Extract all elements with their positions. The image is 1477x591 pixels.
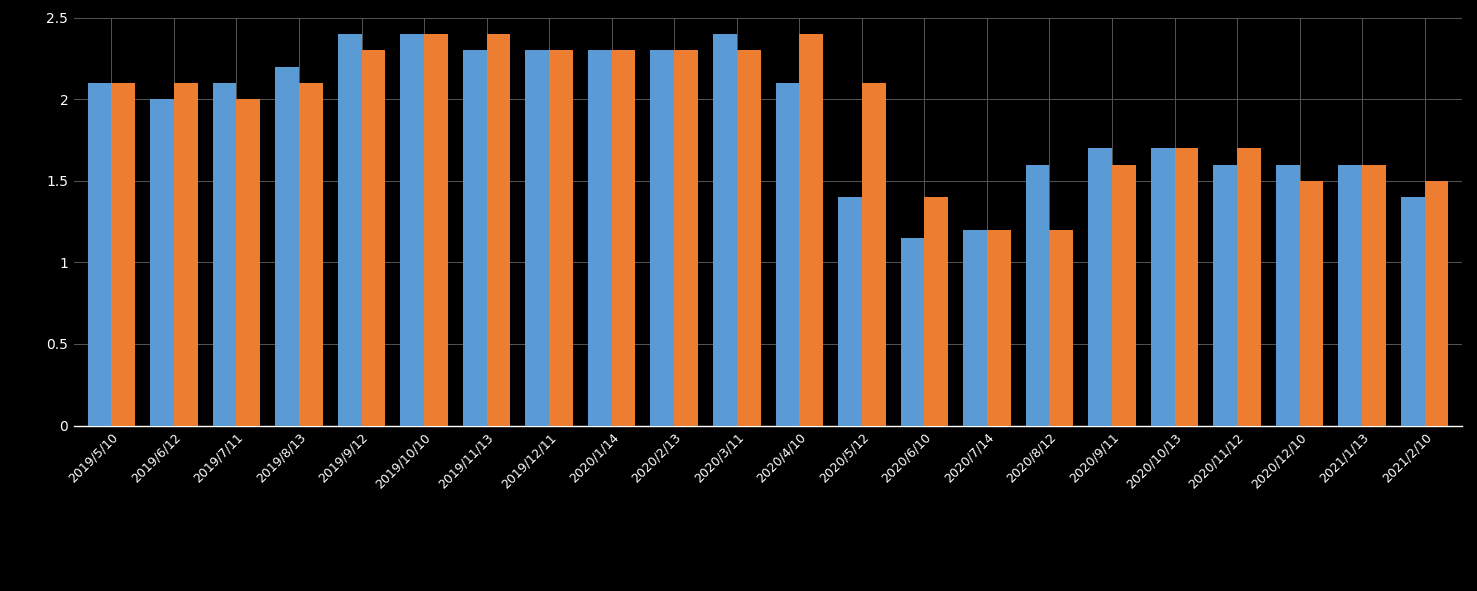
Bar — [1362, 164, 1385, 426]
Bar — [737, 50, 761, 426]
Bar — [400, 34, 424, 426]
Bar — [611, 50, 635, 426]
Bar — [486, 34, 511, 426]
Bar — [799, 34, 823, 426]
Bar — [588, 50, 611, 426]
Bar — [963, 230, 987, 426]
Bar — [713, 34, 737, 426]
Bar — [1276, 164, 1300, 426]
Bar — [1402, 197, 1425, 426]
Bar — [1238, 148, 1261, 426]
Bar — [549, 50, 573, 426]
Bar — [1151, 148, 1174, 426]
Bar — [275, 67, 298, 426]
Bar — [338, 34, 362, 426]
Bar — [111, 83, 134, 426]
Bar — [1213, 164, 1238, 426]
Bar — [362, 50, 385, 426]
Bar — [462, 50, 486, 426]
Bar — [925, 197, 948, 426]
Bar — [1174, 148, 1198, 426]
Bar — [1050, 230, 1074, 426]
Bar — [424, 34, 448, 426]
Bar — [775, 83, 799, 426]
Bar — [837, 197, 863, 426]
Bar — [1089, 148, 1112, 426]
Bar — [650, 50, 674, 426]
Bar — [174, 83, 198, 426]
Bar — [1300, 181, 1323, 426]
Bar — [1338, 164, 1362, 426]
Bar — [674, 50, 699, 426]
Bar — [1112, 164, 1136, 426]
Bar — [526, 50, 549, 426]
Bar — [236, 99, 260, 426]
Bar — [213, 83, 236, 426]
Bar — [151, 99, 174, 426]
Bar — [87, 83, 111, 426]
Bar — [1425, 181, 1449, 426]
Bar — [863, 83, 886, 426]
Bar — [298, 83, 323, 426]
Bar — [987, 230, 1010, 426]
Bar — [1025, 164, 1050, 426]
Bar — [901, 238, 925, 426]
